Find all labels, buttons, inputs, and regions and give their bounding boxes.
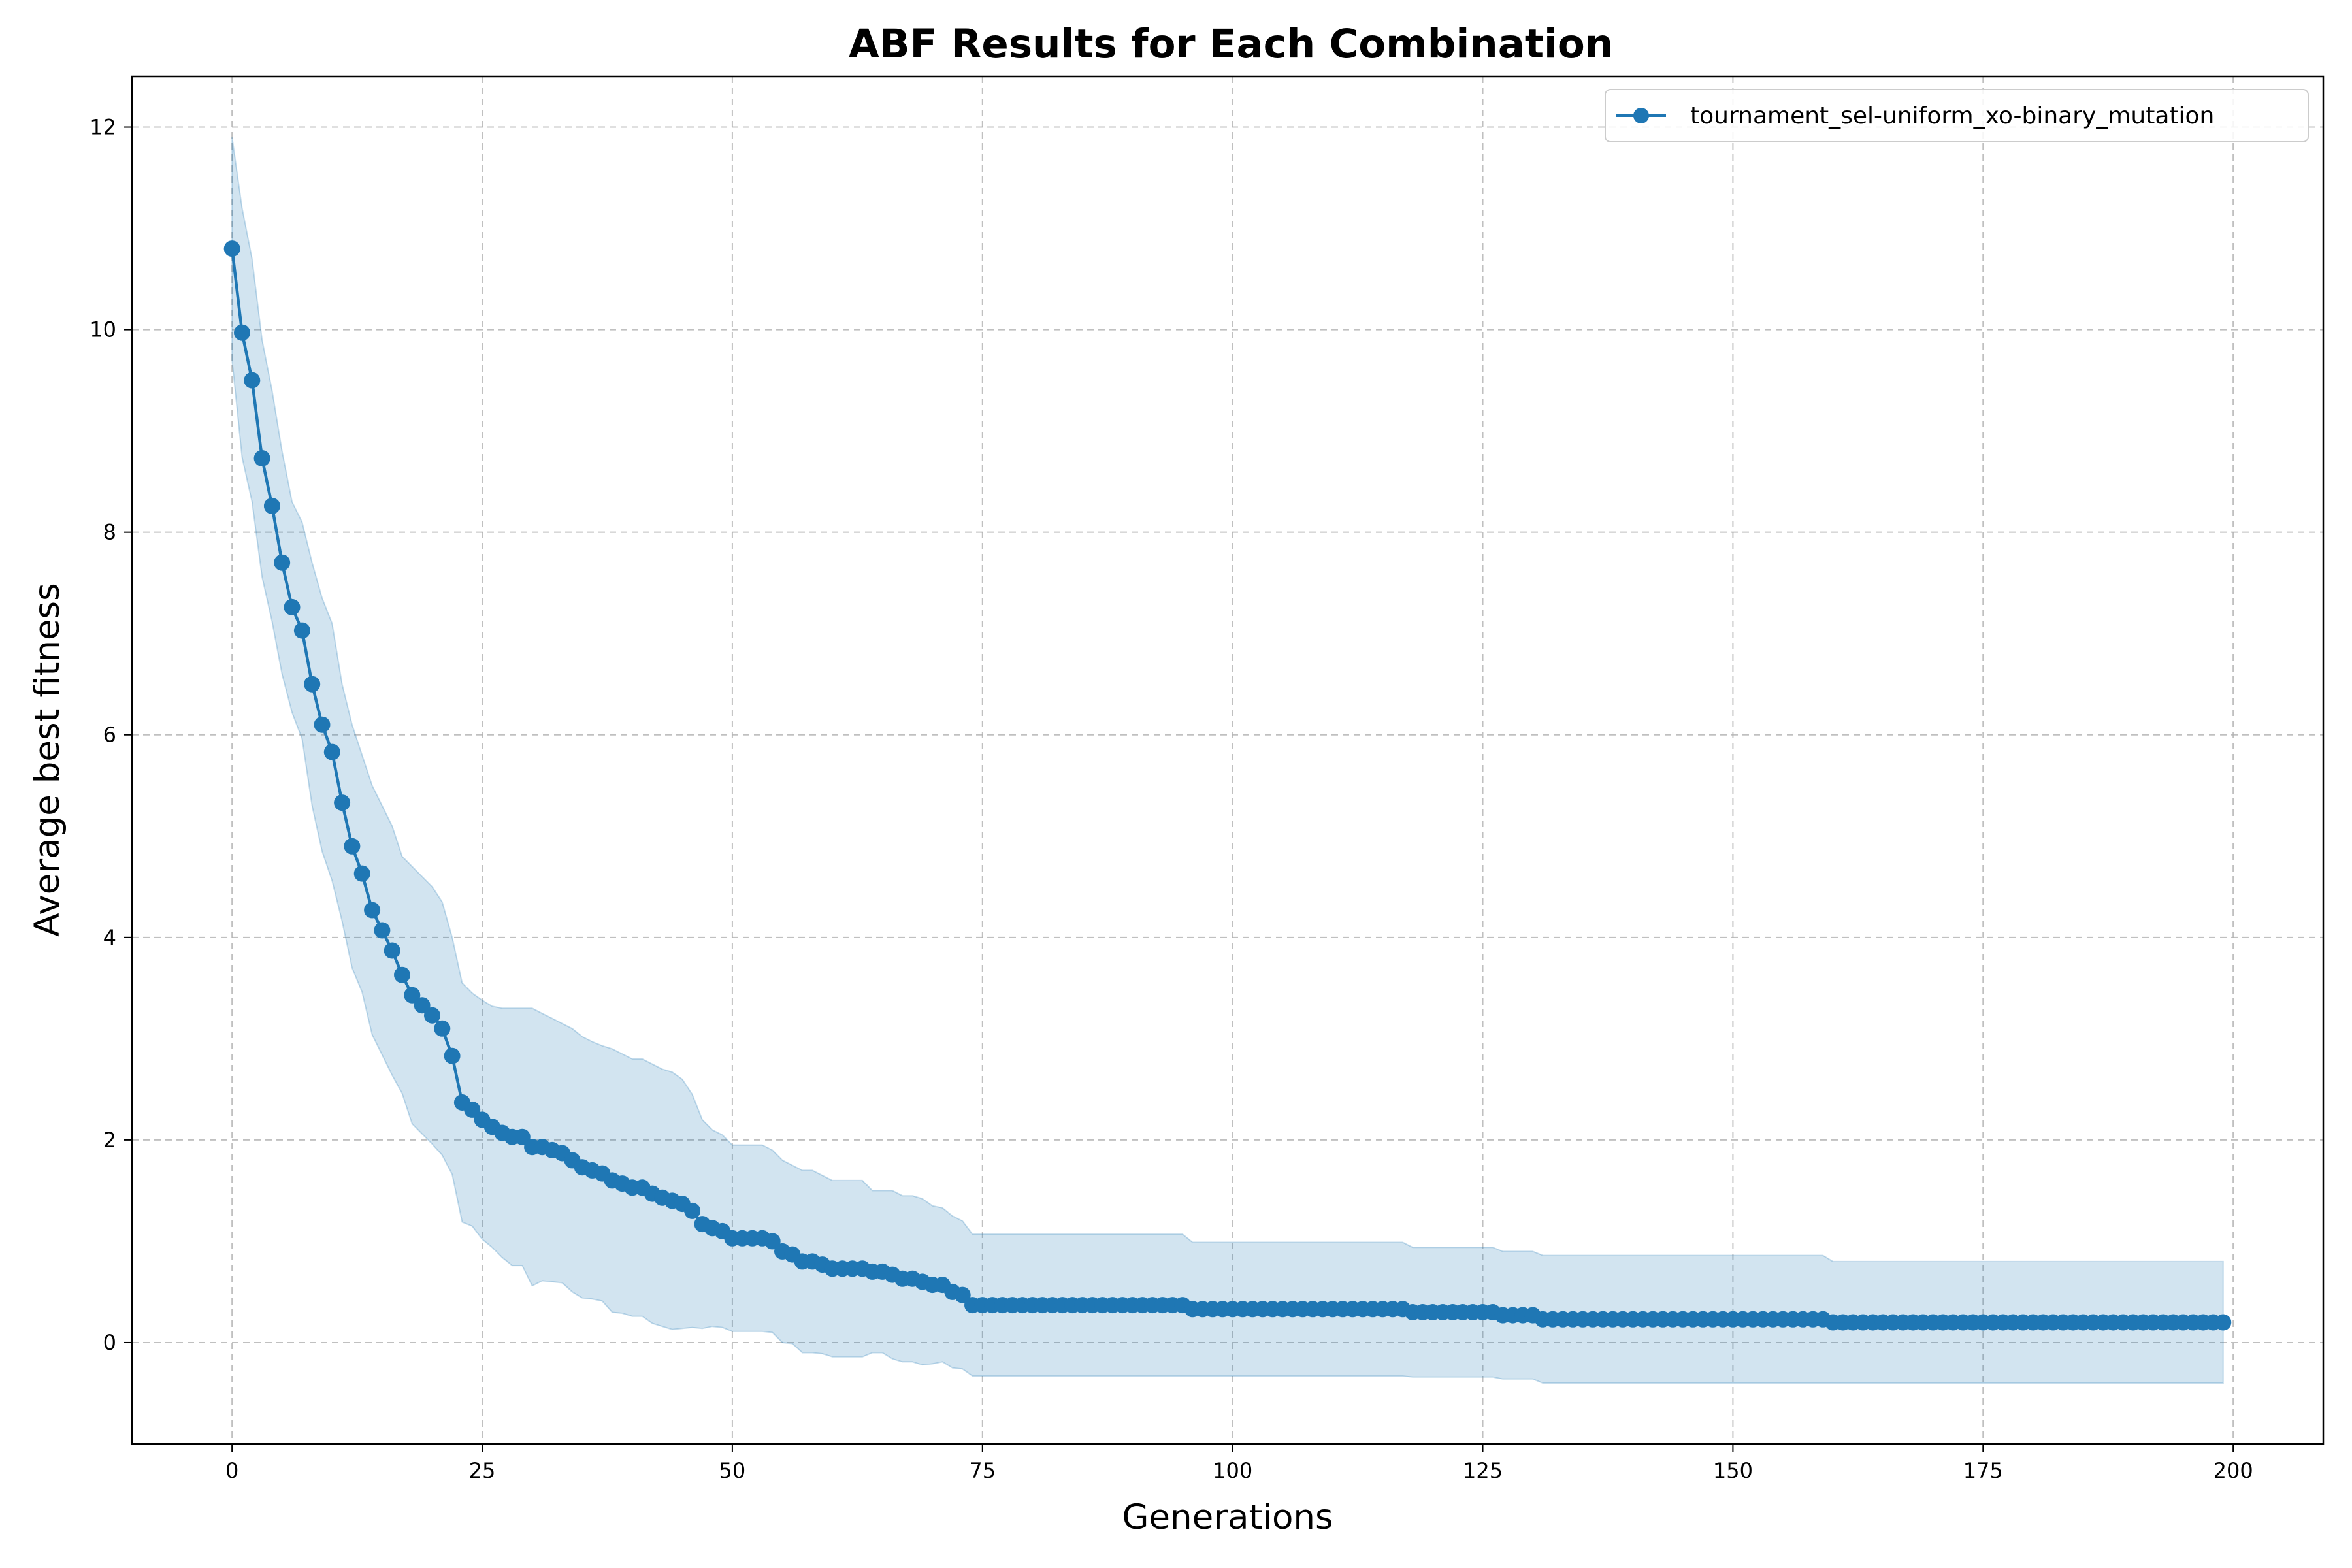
data-point-marker bbox=[223, 240, 240, 257]
x-tick-label: 0 bbox=[225, 1458, 238, 1483]
legend: tournament_sel-uniform_xo-binary_mutatio… bbox=[1605, 89, 2309, 142]
x-tick-label: 100 bbox=[1213, 1458, 1252, 1483]
data-point-marker bbox=[353, 865, 370, 882]
y-tick-label: 12 bbox=[90, 115, 116, 140]
x-tick-label: 25 bbox=[469, 1458, 496, 1483]
x-axis-title: Generations bbox=[1122, 1497, 1333, 1537]
x-tick-label: 50 bbox=[719, 1458, 746, 1483]
data-point-marker bbox=[304, 676, 321, 693]
data-point-marker bbox=[263, 497, 280, 514]
data-point-marker bbox=[764, 1233, 781, 1250]
x-tick-label: 200 bbox=[2213, 1458, 2253, 1483]
y-tick-label: 4 bbox=[103, 925, 116, 950]
x-tick-label: 175 bbox=[1963, 1458, 2003, 1483]
data-point-marker bbox=[274, 554, 291, 571]
data-point-marker bbox=[954, 1286, 971, 1303]
data-point-marker bbox=[284, 598, 301, 615]
std-band-layer bbox=[231, 137, 2224, 1384]
legend-box bbox=[1605, 89, 2309, 142]
data-point-marker bbox=[394, 966, 410, 983]
data-point-marker bbox=[374, 922, 391, 939]
data-point-marker bbox=[334, 794, 351, 811]
y-tick-label: 10 bbox=[90, 318, 116, 342]
data-point-marker bbox=[464, 1101, 481, 1118]
data-point-marker bbox=[424, 1007, 440, 1024]
plot-area-frame bbox=[131, 75, 2325, 1445]
x-axis-ticks: 0 25 50 75 100 125 150 175 200 bbox=[225, 1444, 2253, 1483]
data-point-marker bbox=[344, 838, 361, 855]
y-tick-label: 2 bbox=[103, 1128, 116, 1152]
y-tick-label: 8 bbox=[103, 520, 116, 545]
legend-marker-swatch bbox=[1633, 108, 1649, 123]
data-point-marker bbox=[234, 324, 250, 341]
data-point-marker bbox=[404, 987, 421, 1004]
data-point-marker bbox=[323, 743, 340, 760]
data-point-marker bbox=[2215, 1314, 2232, 1331]
legend-label: tournament_sel-uniform_xo-binary_mutatio… bbox=[1690, 103, 2214, 129]
std-deviation-band bbox=[231, 137, 2224, 1384]
data-point-marker bbox=[434, 1020, 451, 1037]
y-tick-label: 6 bbox=[103, 723, 116, 747]
data-point-marker bbox=[364, 902, 381, 919]
data-point-marker bbox=[684, 1202, 701, 1219]
data-point-marker bbox=[314, 716, 331, 733]
data-point-marker bbox=[244, 372, 261, 389]
x-tick-label: 150 bbox=[1713, 1458, 1753, 1483]
chart-title: ABF Results for Each Combination bbox=[849, 21, 1614, 67]
data-point-marker bbox=[444, 1047, 461, 1064]
markers-layer bbox=[223, 240, 2232, 1331]
data-point-marker bbox=[253, 450, 270, 466]
data-point-marker bbox=[514, 1128, 531, 1145]
data-point-marker bbox=[293, 622, 310, 639]
x-tick-label: 75 bbox=[969, 1458, 996, 1483]
y-axis-ticks: 0 2 4 6 8 10 12 bbox=[90, 115, 132, 1355]
x-tick-label: 125 bbox=[1463, 1458, 1503, 1483]
y-axis-title: Average best fitness bbox=[27, 583, 67, 937]
data-point-marker bbox=[384, 942, 400, 959]
data-point-marker bbox=[414, 997, 431, 1014]
y-tick-label: 0 bbox=[103, 1330, 116, 1355]
